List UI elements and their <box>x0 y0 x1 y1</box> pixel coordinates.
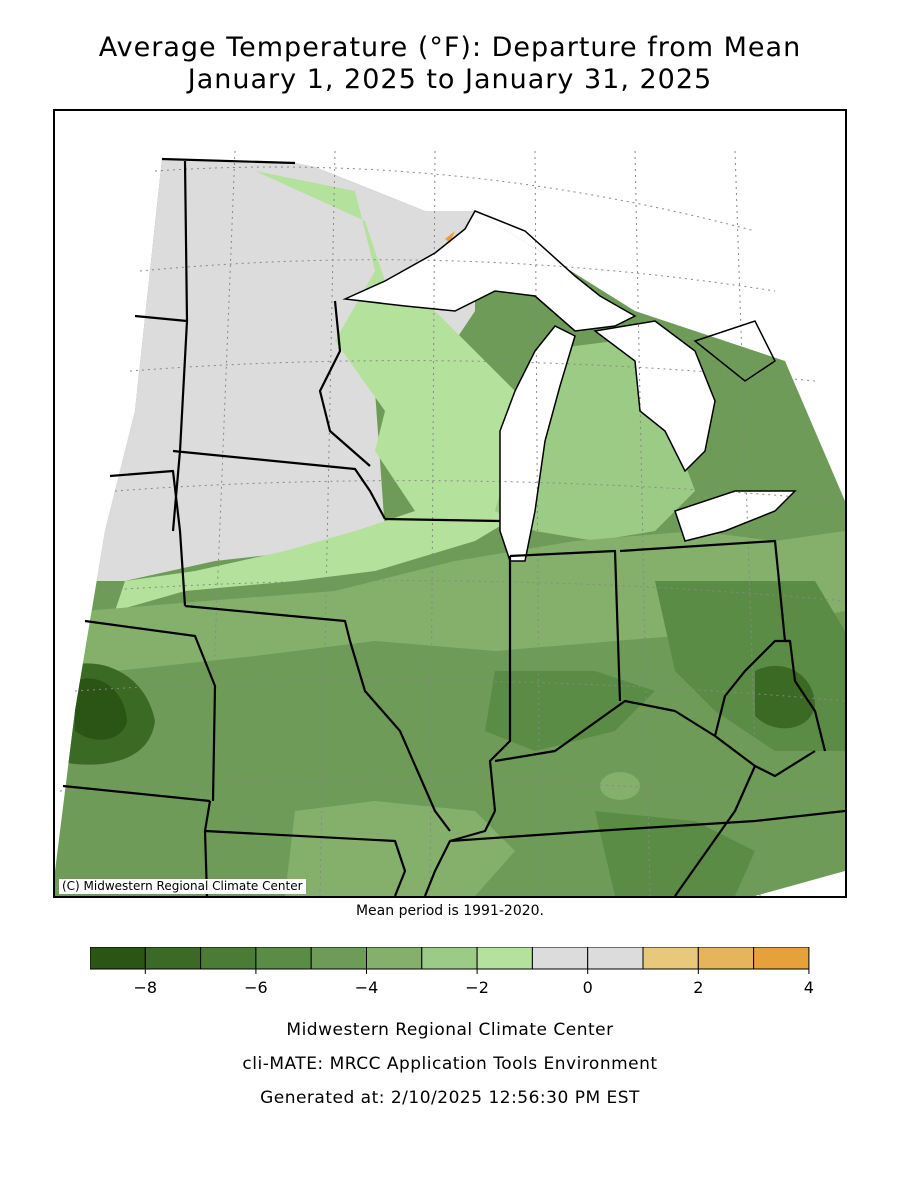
mean-period-note: Mean period is 1991-2020. <box>355 903 545 919</box>
map-title-line1: Average Temperature (°F): Departure from… <box>98 32 802 63</box>
shade-kentucky-spot <box>600 772 640 800</box>
legend-bin <box>587 947 644 970</box>
lake-erie <box>675 491 795 541</box>
graticule <box>59 150 845 896</box>
lake-outlines <box>342 210 797 562</box>
state-borders <box>62 157 845 896</box>
legend-tick-label: 4 <box>804 978 814 997</box>
legend-bin <box>144 947 202 970</box>
map-title-line2: January 1, 2025 to January 31, 2025 <box>187 64 713 95</box>
temperature-departure-map <box>55 150 845 896</box>
shade-indiana-dark <box>485 671 655 751</box>
legend-bin <box>697 947 755 970</box>
legend-bin <box>255 947 312 970</box>
legend-bin <box>310 947 367 970</box>
legend-tick-label: −6 <box>244 978 268 997</box>
map-credit: (C) Midwestern Regional Climate Center <box>59 879 306 894</box>
lake-huron <box>595 321 715 471</box>
legend-tick-label: 2 <box>693 978 703 997</box>
shade-kansas-core <box>75 678 127 740</box>
shade-tennessee-dark <box>595 811 755 896</box>
legend-bin <box>531 947 589 970</box>
legend-tick-label: −4 <box>355 978 379 997</box>
legend-tick-label: 0 <box>583 978 593 997</box>
legend-bin <box>753 947 810 970</box>
color-legend: −8 −6 −4 −2 0 2 4 <box>90 947 814 997</box>
legend-tick-label: −8 <box>134 978 158 997</box>
shade-band-mid <box>75 531 845 671</box>
shade-south-mid <box>285 801 515 896</box>
warm-spot <box>445 231 455 243</box>
footer-org: Midwestern Regional Climate Center <box>286 1020 614 1040</box>
legend-bin <box>421 947 478 970</box>
lake-superior <box>345 211 635 331</box>
footer-generated: Generated at: 2/10/2025 12:56:30 PM EST <box>260 1088 640 1108</box>
footer-tool: cli-MATE: MRCC Application Tools Environ… <box>242 1054 658 1074</box>
legend-bin <box>366 947 423 970</box>
map-frame: (C) Midwestern Regional Climate Center <box>53 109 847 898</box>
legend-bin <box>200 947 257 970</box>
legend-bin <box>476 947 533 970</box>
legend-bin <box>642 947 699 970</box>
legend-tick-label: −2 <box>465 978 489 997</box>
shade-wv-darkest <box>755 665 815 729</box>
legend-bin <box>90 947 146 970</box>
shade-neutral-north <box>95 159 475 581</box>
